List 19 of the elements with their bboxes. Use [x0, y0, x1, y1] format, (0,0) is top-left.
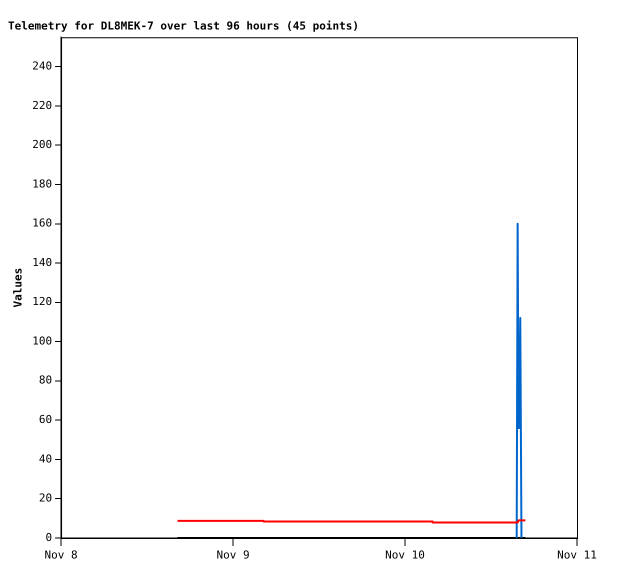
y-tick-label: 220	[32, 98, 52, 112]
y-tick-label: 240	[32, 60, 52, 73]
x-tick-label: Nov 11	[557, 548, 597, 562]
y-tick-label: 160	[32, 216, 52, 230]
y-tick-label: 60	[38, 413, 52, 426]
x-tick-label: Nov 8	[44, 548, 78, 562]
y-tick-label: 180	[32, 177, 52, 190]
y-tick-label: 140	[32, 256, 52, 269]
y-tick-label: 40	[38, 452, 52, 466]
x-tick-label: Nov 9	[216, 548, 250, 562]
x-tick-label: Nov 10	[385, 548, 425, 562]
y-tick-label: 200	[32, 138, 52, 152]
y-tick-label: 20	[38, 492, 52, 505]
y-tick-label: 100	[32, 334, 52, 348]
y-tick-label: 80	[38, 374, 52, 387]
y-axis-title: Values	[11, 268, 24, 308]
y-tick-label: 0	[45, 530, 52, 544]
y-tick-label: 120	[32, 295, 52, 308]
chart-title: Telemetry for DL8MEK-7 over last 96 hours (45 points)	[8, 19, 359, 32]
